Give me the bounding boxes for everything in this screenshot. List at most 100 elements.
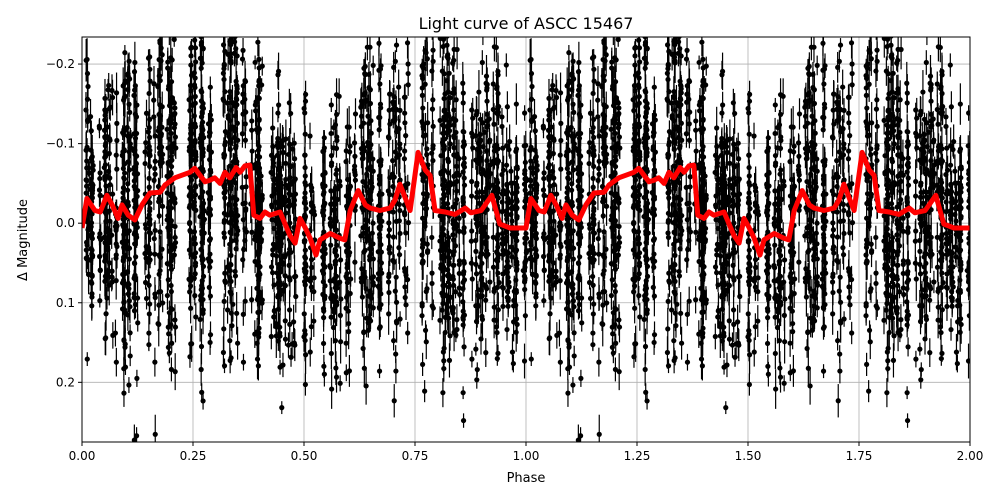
data-point: [193, 208, 198, 213]
data-point: [346, 245, 351, 250]
data-point: [322, 145, 327, 150]
data-point: [397, 252, 402, 257]
data-point: [291, 319, 296, 324]
data-point: [173, 134, 178, 139]
data-point: [367, 316, 372, 321]
data-point: [402, 156, 407, 161]
data-point: [169, 341, 174, 346]
data-point: [302, 106, 307, 111]
data-point: [156, 0, 161, 2]
data-point: [89, 128, 94, 133]
data-point: [144, 296, 149, 301]
data-point: [303, 275, 308, 280]
data-point: [283, 161, 288, 166]
data-point: [309, 284, 314, 289]
data-point: [303, 261, 308, 266]
data-point: [397, 231, 402, 236]
data-point: [421, 61, 426, 66]
data-point: [259, 301, 264, 306]
data-point: [442, 346, 447, 351]
data-point: [235, 53, 240, 58]
data-point: [256, 260, 261, 265]
data-point: [503, 230, 508, 235]
data-point: [361, 346, 366, 351]
data-point: [226, 113, 231, 118]
data-point: [429, 68, 434, 73]
data-point: [479, 189, 484, 194]
data-point: [168, 98, 173, 103]
data-point: [133, 83, 138, 88]
data-point: [322, 202, 327, 207]
data-point: [250, 148, 255, 153]
data-point: [496, 72, 501, 77]
data-point: [522, 358, 527, 363]
data-point: [352, 140, 357, 145]
data-point: [420, 124, 425, 129]
data-point: [249, 230, 254, 235]
data-point: [104, 209, 109, 214]
data-point: [226, 264, 231, 269]
data-point: [445, 305, 450, 310]
data-point: [165, 127, 170, 132]
data-point: [122, 271, 127, 276]
data-point: [329, 386, 334, 391]
data-point: [511, 361, 516, 366]
data-point: [249, 297, 254, 302]
data-point: [200, 297, 205, 302]
data-point: [133, 111, 138, 116]
data-point: [333, 365, 338, 370]
data-point: [309, 209, 314, 214]
data-point: [234, 225, 239, 230]
data-point: [84, 145, 89, 150]
data-point: [206, 256, 211, 261]
data-point: [461, 390, 466, 395]
data-point: [424, 289, 429, 294]
data-point: [152, 360, 157, 365]
data-point: [225, 100, 230, 105]
data-point: [403, 133, 408, 138]
data-point: [328, 131, 333, 136]
data-point: [126, 382, 131, 387]
data-point: [504, 62, 509, 67]
data-point: [97, 187, 102, 192]
data-point: [394, 275, 399, 280]
data-point: [152, 252, 157, 257]
data-point: [308, 278, 313, 283]
data-point: [282, 200, 287, 205]
data-point: [390, 158, 395, 163]
data-point: [474, 377, 479, 382]
data-point: [450, 307, 455, 312]
data-point: [377, 81, 382, 86]
data-point: [368, 303, 373, 308]
data-point: [483, 350, 488, 355]
data-point: [344, 370, 349, 375]
data-point: [392, 398, 397, 403]
data-point: [235, 86, 240, 91]
data-point: [371, 63, 376, 68]
data-point: [156, 322, 161, 327]
data-point: [438, 153, 443, 158]
data-point: [255, 236, 260, 241]
data-point: [397, 108, 402, 113]
data-point: [454, 97, 459, 102]
data-point: [329, 296, 334, 301]
data-point: [121, 391, 126, 396]
data-point: [420, 258, 425, 263]
data-point: [504, 327, 509, 332]
data-point: [193, 263, 198, 268]
data-point: [276, 307, 281, 312]
data-point: [228, 355, 233, 360]
data-point: [514, 101, 519, 106]
data-point: [103, 335, 108, 340]
data-point: [207, 238, 212, 243]
data-point: [221, 230, 226, 235]
data-point: [91, 163, 96, 168]
data-point: [367, 45, 372, 50]
data-point: [277, 241, 282, 246]
data-point: [234, 311, 239, 316]
data-point: [473, 249, 478, 254]
data-point: [288, 111, 293, 116]
data-point: [461, 195, 466, 200]
data-point: [255, 130, 260, 135]
data-point: [366, 144, 371, 149]
